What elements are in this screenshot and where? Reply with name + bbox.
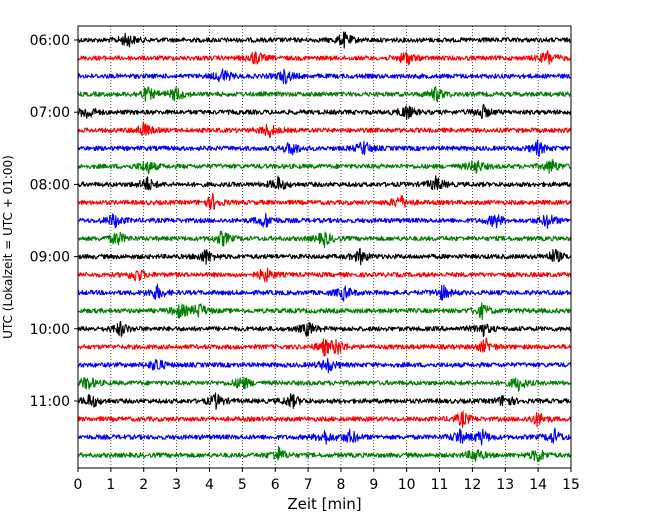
seismic-trace	[77, 410, 572, 429]
x-tick-label: 1	[106, 477, 115, 493]
seismic-trace	[77, 121, 572, 139]
y-axis-label: UTC (Lokalzeit = UTC + 01:00)	[1, 155, 15, 339]
seismic-trace	[77, 283, 572, 302]
y-axis: 06:00 07:00 08:00 09:00 10:00 11:00	[30, 33, 78, 410]
x-tick-label: 10	[398, 477, 416, 493]
seismic-trace	[77, 86, 572, 103]
seismic-trace	[77, 320, 572, 338]
y-tick-label: 07:00	[30, 105, 70, 121]
y-tick-label: 09:00	[30, 250, 70, 266]
x-tick-label: 8	[336, 477, 345, 493]
plot-frame	[77, 25, 572, 469]
x-tick-label: 3	[172, 477, 181, 493]
x-tick-label: 7	[304, 477, 313, 493]
seismic-trace	[77, 302, 572, 321]
seismic-trace	[77, 139, 572, 157]
seismic-trace	[77, 357, 572, 374]
x-axis: 0 1 2 3 4 5 6 7 8 9 10 11 12 13 14 15	[74, 468, 580, 493]
seismic-trace	[77, 428, 572, 446]
x-tick-label: 12	[463, 477, 481, 493]
x-tick-label: 15	[562, 477, 580, 493]
seismic-trace	[77, 445, 572, 463]
seismic-trace	[77, 337, 572, 357]
x-tick-label: 4	[205, 477, 214, 493]
x-axis-label: Zeit [min]	[287, 495, 361, 513]
y-tick-label: 11:00	[30, 394, 70, 410]
trace-layer	[77, 31, 572, 463]
y-tick-label: 10:00	[30, 322, 70, 338]
seismic-trace	[77, 175, 572, 191]
x-tick-label: 11	[431, 477, 449, 493]
seismic-trace	[77, 392, 572, 410]
x-tick-label: 14	[529, 477, 547, 493]
x-tick-label: 6	[271, 477, 280, 493]
x-tick-label: 13	[496, 477, 514, 493]
seismic-trace	[77, 68, 572, 85]
x-tick-label: 9	[369, 477, 378, 493]
seismic-trace	[77, 230, 572, 249]
x-tick-label: 5	[238, 477, 247, 493]
seismic-trace	[77, 376, 572, 392]
seismic-trace	[77, 31, 572, 49]
x-tick-label: 2	[139, 477, 148, 493]
x-tick-label: 0	[74, 477, 83, 493]
seismic-trace	[77, 50, 572, 66]
seismic-trace	[77, 212, 572, 229]
y-tick-label: 06:00	[30, 33, 70, 49]
seismic-trace	[77, 193, 572, 210]
seismic-trace	[77, 104, 572, 120]
seismic-trace	[77, 159, 572, 175]
seismic-trace	[77, 247, 572, 266]
seismic-trace	[77, 267, 572, 283]
y-tick-label: 08:00	[30, 177, 70, 193]
